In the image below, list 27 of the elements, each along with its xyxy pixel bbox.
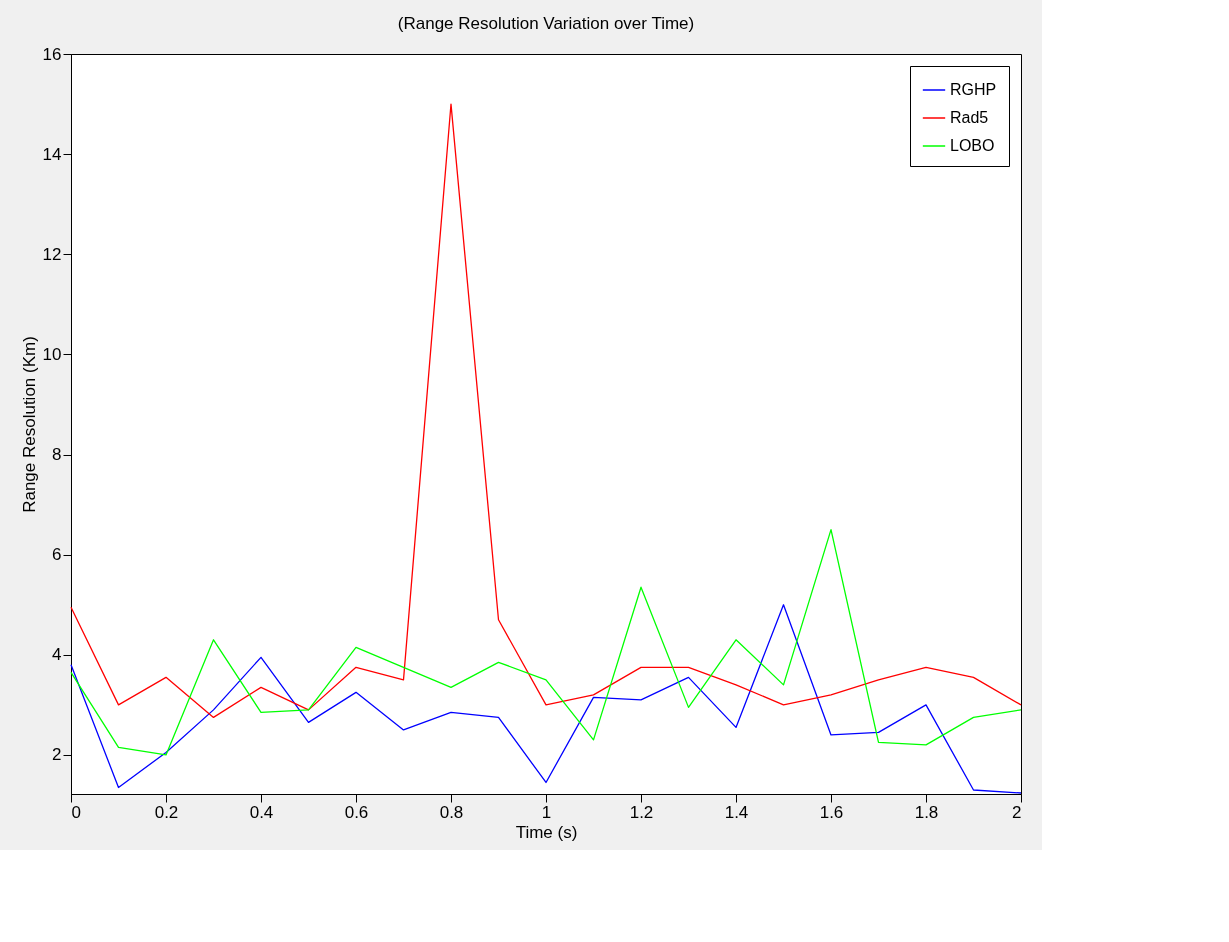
x-tick-label: 2	[1012, 802, 1022, 822]
y-axis-title: Range Resolution (Km)	[19, 336, 39, 513]
y-tick-label: 8	[52, 445, 62, 465]
line-series	[70, 103, 1022, 719]
x-axis-title: Time (s)	[515, 822, 578, 842]
legend-label: LOBO	[950, 137, 995, 154]
x-tick-label: 0.2	[154, 802, 179, 822]
y-tick-label: 12	[42, 244, 62, 264]
x-tick-label: 1.8	[914, 802, 939, 822]
x-tick-label: 0.4	[249, 802, 274, 822]
x-tick-label: 0.8	[439, 802, 464, 822]
y-tick-label: 14	[42, 144, 62, 164]
y-tick-label: 2	[52, 745, 62, 765]
x-tick-label: 1	[541, 802, 552, 822]
legend-label: RGHP	[950, 81, 997, 98]
y-tick-label: 16	[42, 44, 62, 64]
x-tick-label: 0.6	[344, 802, 369, 822]
x-tick-label: 1.6	[819, 802, 844, 822]
x-tick-label: 0	[71, 802, 81, 822]
chart-title: (Range Resolution Variation over Time)	[397, 14, 695, 33]
line-series	[70, 528, 1022, 756]
y-tick-label: 4	[52, 645, 62, 665]
y-tick-label: 10	[42, 344, 62, 364]
x-tick-label: 1.2	[629, 802, 654, 822]
legend-label: Rad5	[950, 109, 989, 126]
y-tick-label: 6	[52, 545, 62, 565]
x-tick-label: 1.4	[724, 802, 749, 822]
